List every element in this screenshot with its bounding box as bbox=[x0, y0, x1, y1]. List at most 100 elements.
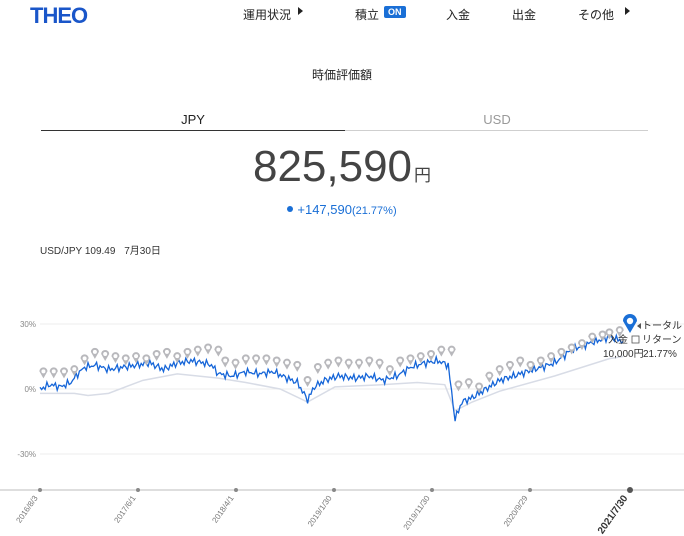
deposit-marker-hole bbox=[144, 356, 149, 361]
deposit-marker-hole bbox=[579, 341, 584, 346]
deposit-marker-hole bbox=[398, 358, 403, 363]
x-tick-label: 2016/8/3 bbox=[14, 494, 40, 525]
theo-logo[interactable]: THEO bbox=[30, 3, 88, 28]
deposit-marker-hole bbox=[254, 356, 259, 361]
deposit-marker-hole bbox=[305, 378, 310, 382]
deposit-marker-hole bbox=[357, 360, 362, 365]
deposit-marker-hole bbox=[315, 365, 320, 369]
deposit-marker-hole bbox=[449, 347, 454, 352]
deposit-marker-hole bbox=[607, 330, 612, 335]
deposit-marker-hole bbox=[164, 349, 169, 354]
x-tick-label: 2021/7/30 bbox=[596, 493, 631, 536]
deposit-marker-hole bbox=[51, 369, 56, 374]
nav-status[interactable]: 運用状況 bbox=[243, 8, 292, 22]
deposit-marker-hole bbox=[41, 369, 46, 374]
deposit-marker-hole bbox=[559, 349, 564, 354]
deposit-marker-hole bbox=[617, 328, 622, 333]
legend-arrow-icon bbox=[637, 323, 641, 329]
y-tick-label: 0% bbox=[24, 385, 36, 394]
legend-deposit-label: 入金 bbox=[608, 333, 628, 346]
x-tick-dot bbox=[627, 487, 633, 493]
deposit-marker-hole bbox=[507, 362, 512, 367]
chevron-right-icon bbox=[625, 7, 630, 15]
nav-deposit[interactable]: 入金 bbox=[446, 8, 471, 22]
deposit-marker-hole bbox=[216, 347, 221, 352]
legend-total-return-label-2: リターン bbox=[642, 334, 682, 346]
deposit-marker-hole bbox=[233, 360, 238, 365]
deposit-marker-hole bbox=[134, 354, 139, 359]
deposit-marker-hole bbox=[154, 352, 159, 356]
deposit-marker-hole bbox=[518, 358, 523, 363]
deposit-marker-hole bbox=[487, 373, 492, 378]
deposit-marker-hole bbox=[538, 358, 543, 363]
deposit-marker-hole bbox=[72, 367, 77, 372]
x-tick-dot bbox=[136, 488, 140, 492]
deposit-marker-hole bbox=[185, 349, 190, 354]
current-position-pin-hole bbox=[626, 317, 634, 325]
legend-total-return-label: トータル bbox=[642, 320, 682, 332]
tab-jpy-underline bbox=[41, 130, 345, 131]
y-tick-label: -30% bbox=[17, 450, 36, 459]
x-tick-label: 2018/4/1 bbox=[210, 494, 236, 525]
deposit-marker-hole bbox=[264, 356, 269, 361]
deposit-marker-hole bbox=[408, 356, 413, 361]
deposit-marker-hole bbox=[429, 352, 434, 356]
deposit-marker-hole bbox=[82, 356, 87, 361]
change-percent: (21.77%) bbox=[351, 205, 397, 217]
legend-deposit-icon bbox=[631, 335, 640, 344]
deposit-marker-hole bbox=[195, 347, 200, 352]
performance-chart[interactable]: 30% 0% -30% 2016/8/3 2017/6/1 2018/4/1 2019/1/… bbox=[0, 290, 684, 536]
dot-icon bbox=[287, 205, 294, 212]
y-tick-label: 30% bbox=[20, 320, 36, 329]
nav-more[interactable]: その他 bbox=[578, 8, 615, 22]
x-tick-dot bbox=[528, 488, 532, 492]
deposit-marker-hole bbox=[274, 358, 279, 363]
deposit-marker-hole bbox=[549, 354, 554, 359]
legend-deposit-value: 10,000円 bbox=[603, 349, 644, 360]
deposit-marker-hole bbox=[326, 360, 331, 365]
tab-usd[interactable]: USD bbox=[483, 112, 511, 127]
deposit-marker-hole bbox=[336, 358, 341, 363]
deposit-marker-hole bbox=[243, 356, 248, 361]
deposit-line bbox=[40, 355, 624, 412]
deposit-marker-hole bbox=[123, 356, 128, 361]
x-tick-label: 2019/1/30 bbox=[306, 494, 334, 529]
fx-rate-label: USD/JPY 109.49 bbox=[40, 246, 116, 257]
deposit-marker-hole bbox=[206, 345, 211, 350]
deposit-marker-hole bbox=[367, 358, 372, 363]
deposit-marker-hole bbox=[113, 354, 118, 359]
change-amount: +147,590 bbox=[297, 202, 352, 217]
deposit-marker-hole bbox=[295, 362, 300, 367]
nav-savings[interactable]: 積立 bbox=[355, 8, 380, 22]
deposit-marker-hole bbox=[223, 358, 228, 363]
valuation-unit: 円 bbox=[414, 166, 432, 185]
tab-usd-underline bbox=[345, 130, 648, 131]
valuation-change: +147,590(21.77%) bbox=[0, 202, 684, 217]
x-tick-dot bbox=[234, 488, 238, 492]
deposit-marker-hole bbox=[497, 367, 502, 372]
deposit-marker-hole bbox=[377, 360, 382, 365]
x-tick-dot bbox=[38, 488, 42, 492]
valuation-number: 825,590 bbox=[252, 142, 413, 191]
deposit-marker-hole bbox=[600, 332, 605, 337]
tab-jpy[interactable]: JPY bbox=[181, 112, 205, 127]
chevron-right-icon bbox=[298, 7, 303, 15]
x-tick-label: 2019/11/30 bbox=[402, 494, 432, 532]
deposit-marker-hole bbox=[62, 369, 67, 374]
fx-rate-date: 7月30日 bbox=[124, 246, 161, 257]
legend-return-value: 21.77% bbox=[643, 349, 677, 360]
deposit-marker-hole bbox=[590, 334, 595, 339]
valuation-amount: 825,590 円 bbox=[0, 142, 684, 192]
x-tick-label: 2017/6/1 bbox=[112, 494, 138, 525]
nav-withdraw[interactable]: 出金 bbox=[512, 8, 537, 22]
deposit-marker-hole bbox=[418, 354, 423, 359]
deposit-marker-hole bbox=[456, 382, 461, 387]
savings-on-badge: ON bbox=[384, 6, 406, 18]
deposit-marker-hole bbox=[528, 362, 533, 367]
deposit-marker-hole bbox=[569, 345, 574, 350]
deposit-marker-hole bbox=[346, 360, 351, 365]
page-title: 時価評価額 bbox=[311, 68, 372, 82]
deposit-marker-hole bbox=[92, 349, 97, 354]
total-return-line bbox=[39, 333, 624, 422]
deposit-marker-hole bbox=[175, 354, 180, 359]
